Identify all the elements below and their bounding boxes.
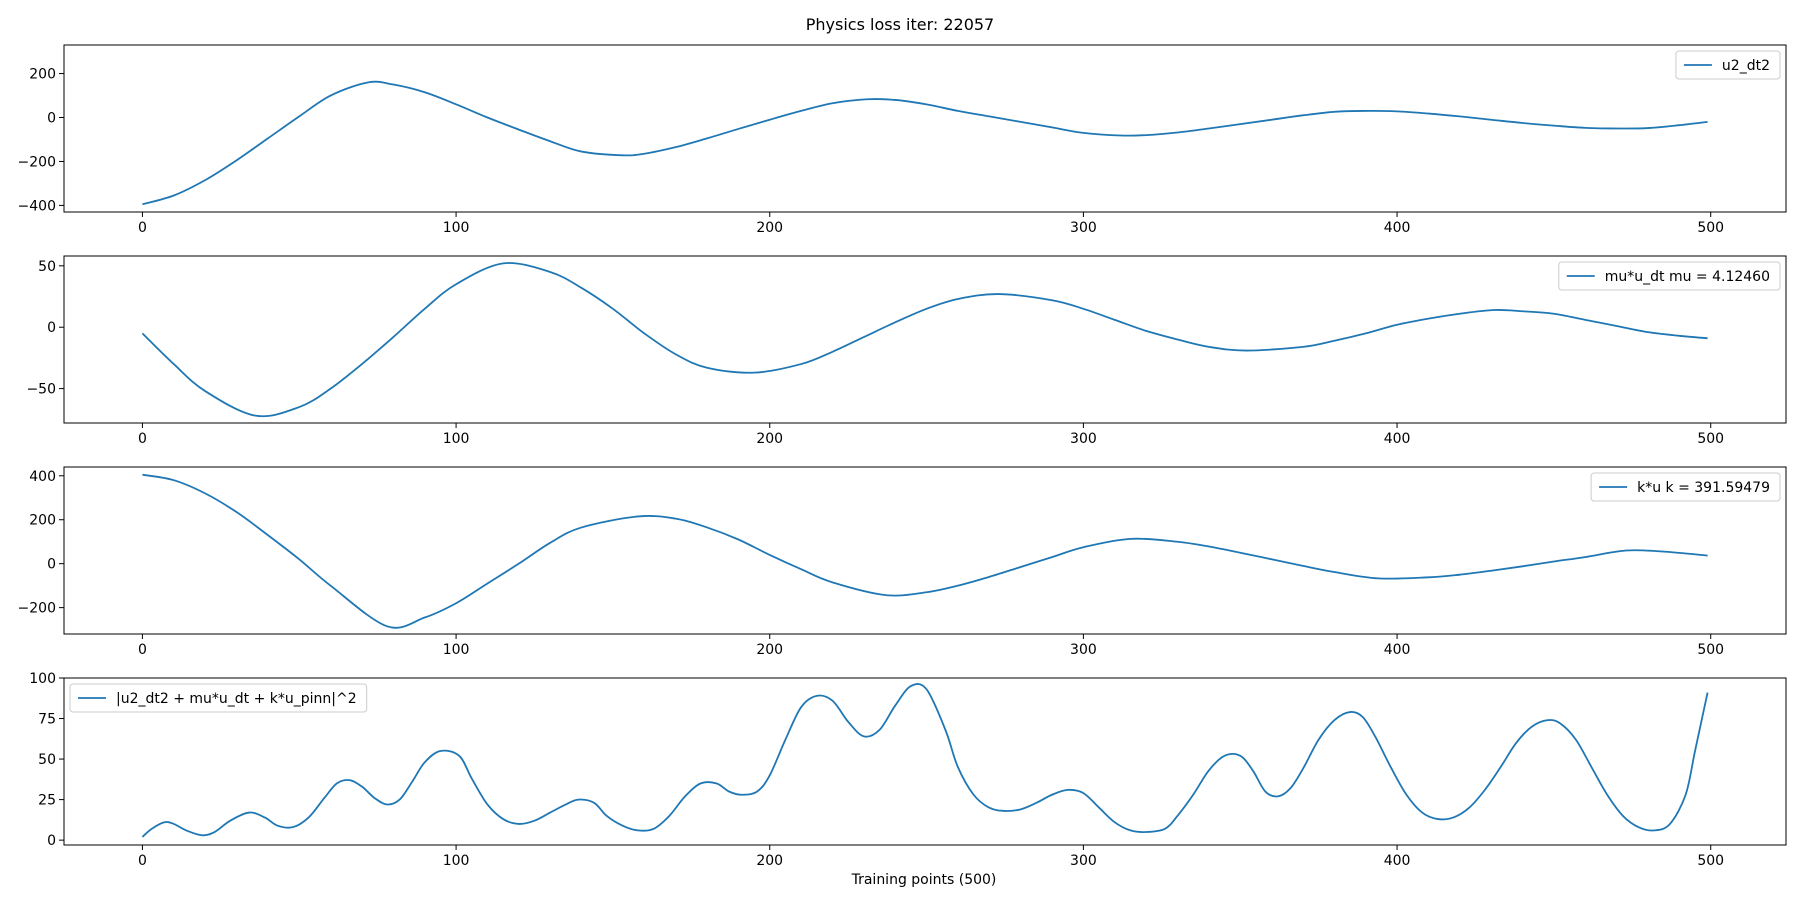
y-tick-label: 25 [38, 793, 56, 809]
legend-label: u2_dt2 [1722, 58, 1770, 74]
y-tick-label: 0 [47, 557, 56, 573]
x-tick-label: 400 [1384, 853, 1411, 869]
x-tick-label: 0 [138, 220, 147, 236]
legend-box [1590, 472, 1781, 502]
y-tick-label: 75 [38, 712, 56, 728]
x-axis-label: Training points (500) [851, 872, 997, 888]
x-tick-label: 500 [1697, 220, 1724, 236]
x-tick-label: 500 [1697, 431, 1724, 447]
y-tick-label: 0 [47, 320, 56, 336]
y-tick-label: −50 [26, 382, 56, 398]
x-tick-label: 300 [1070, 431, 1097, 447]
x-tick-label: 300 [1070, 220, 1097, 236]
y-tick-label: 200 [29, 67, 56, 83]
x-tick-label: 200 [756, 642, 783, 658]
x-tick-label: 100 [443, 642, 470, 658]
x-tick-label: 500 [1697, 642, 1724, 658]
y-tick-label: 50 [38, 752, 56, 768]
figure-title: Physics loss iter: 22057 [806, 15, 994, 34]
series-line-3-1 [142, 473, 1708, 629]
y-tick-label: 400 [29, 469, 56, 485]
x-tick-label: 300 [1070, 642, 1097, 658]
axes-frame-2 [63, 255, 1787, 424]
x-tick-label: 0 [138, 431, 147, 447]
legend-box [1558, 261, 1781, 291]
x-tick-label: 200 [756, 853, 783, 869]
x-tick-label: 500 [1697, 853, 1724, 869]
y-tick-label: 200 [29, 513, 56, 529]
axes-frame-3 [63, 466, 1787, 635]
legend-box [69, 683, 368, 713]
y-tick-label: 100 [29, 671, 56, 687]
subplot-3: 0 100 200 300 400 500 −200 0 200 400 k*u k = 391.5… [18, 466, 1787, 658]
subplot-2: 0 100 200 300 400 500 −50 0 50 mu*u_dt mu = 4.124… [26, 255, 1787, 447]
x-tick-label: 400 [1384, 220, 1411, 236]
x-tick-label: 0 [138, 853, 147, 869]
series-line-2-1 [141, 262, 1708, 418]
axes-frame-4 [63, 677, 1787, 846]
x-tick-label: 0 [138, 642, 147, 658]
legend-label: k*u k = 391.59479 [1637, 480, 1770, 496]
y-tick-label: 50 [38, 259, 56, 275]
legend-label: |u2_dt2 + mu*u_dt + k*u_pinn|^2 [116, 691, 357, 707]
legend-4: |u2_dt2 + mu*u_dt + k*u_pinn|^2 [69, 683, 368, 713]
legend-label: mu*u_dt mu = 4.12460 [1605, 269, 1770, 285]
subplot-1: 0 100 200 300 400 500 −400 −200 0 200 u2_dt2 [18, 44, 1787, 236]
y-tick-label: −400 [18, 198, 56, 214]
x-tick-label: 400 [1384, 431, 1411, 447]
y-tick-label: 0 [47, 111, 56, 127]
series-line-1-1 [142, 80, 1708, 206]
legend-box [1675, 50, 1781, 80]
series-line-4-1 [141, 683, 1709, 838]
legend-1: u2_dt2 [1675, 50, 1781, 80]
y-tick-label: −200 [18, 154, 56, 170]
x-tick-label: 300 [1070, 853, 1097, 869]
legend-3: k*u k = 391.59479 [1590, 472, 1781, 502]
subplot-4: 0 100 200 300 400 500 0 25 50 75 100 |u2_dt2 + mu*u… [29, 671, 1787, 869]
x-tick-label: 200 [756, 220, 783, 236]
x-tick-label: 200 [756, 431, 783, 447]
x-tick-label: 100 [443, 853, 470, 869]
x-tick-label: 400 [1384, 642, 1411, 658]
x-tick-label: 100 [443, 431, 470, 447]
axes-frame-1 [63, 44, 1787, 213]
x-tick-label: 100 [443, 220, 470, 236]
y-tick-label: −200 [18, 601, 56, 617]
legend-2: mu*u_dt mu = 4.12460 [1558, 261, 1781, 291]
y-tick-label: 0 [47, 833, 56, 849]
